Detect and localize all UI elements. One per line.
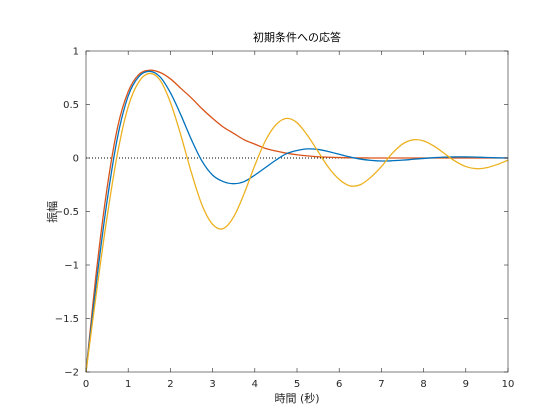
- series-line-3: [85, 72, 509, 373]
- y-tick-label: −0.5: [55, 207, 79, 218]
- y-tick-label: −1: [64, 261, 79, 272]
- x-axis-label: 時間 (秒): [274, 391, 319, 405]
- x-tick-label: 0: [83, 379, 89, 390]
- x-tick-label: 7: [378, 379, 384, 390]
- y-tick-label: 0.5: [63, 100, 79, 111]
- x-tick-label: 9: [463, 379, 469, 390]
- x-tick-label: 6: [336, 379, 342, 390]
- x-tick-label: 10: [502, 379, 515, 390]
- y-axis-label: 振幅: [45, 201, 59, 223]
- x-tick-label: 8: [420, 379, 426, 390]
- y-tick-label: −2: [64, 368, 79, 379]
- x-tick-label: 1: [125, 379, 131, 390]
- series-line-2: [85, 70, 509, 373]
- x-tick-label: 3: [209, 379, 215, 390]
- x-tick-label: 2: [167, 379, 173, 390]
- y-tick-label: 0: [73, 154, 79, 165]
- chart-title: 初期条件への応答: [253, 30, 341, 44]
- plot-area: [86, 51, 508, 372]
- y-tick-label: −1.5: [55, 314, 79, 325]
- x-tick-label: 4: [252, 379, 258, 390]
- y-tick-label: 1: [73, 47, 79, 58]
- x-tick-label: 5: [294, 379, 300, 390]
